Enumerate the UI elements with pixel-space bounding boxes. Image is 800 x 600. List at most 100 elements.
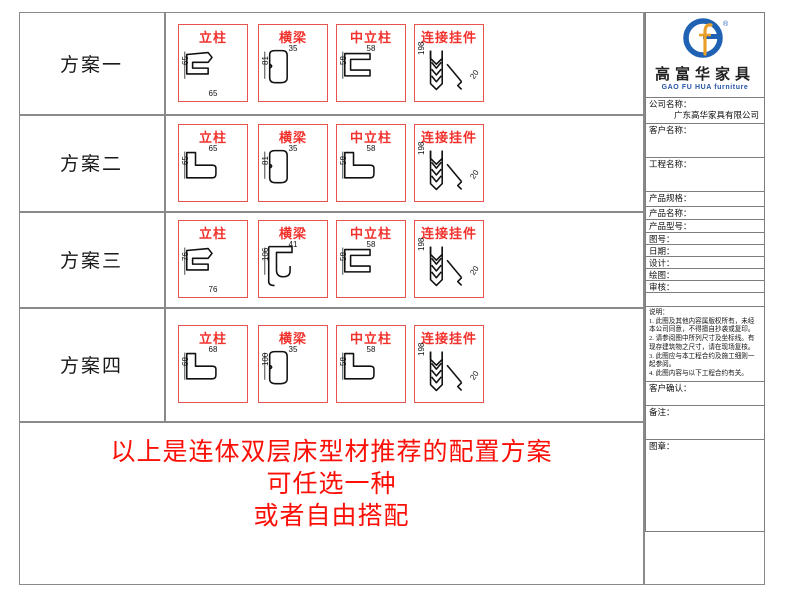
customer-confirm-cell[interactable]: 客户确认： bbox=[645, 381, 765, 406]
profile-dim-vertical: 81 bbox=[261, 56, 270, 65]
notice-block: 以上是连体双层床型材推荐的配置方案 可任选一种 或者自由搭配 bbox=[19, 437, 644, 533]
profile-dim-horizontal: 35 bbox=[288, 44, 298, 53]
profile-dim-horizontal: 65 bbox=[208, 89, 218, 98]
profile-dim-vertical: 198 bbox=[417, 237, 426, 251]
profile-drawing bbox=[184, 151, 217, 179]
profile-drawing bbox=[264, 49, 288, 84]
profile-dim-vertical: 65 bbox=[181, 156, 190, 165]
profile-dim-vertical: 198 bbox=[417, 342, 426, 356]
profile-dim-horizontal: 76 bbox=[208, 285, 218, 294]
notes-cell: 说明： 1. 此图及其他内容属版权所有，未经本公司同意，不得擅自抄袭或复印。 2… bbox=[645, 307, 765, 382]
profile-title: 中立柱 bbox=[349, 226, 392, 241]
profile-cell[interactable]: 横梁 81 35 bbox=[258, 24, 328, 102]
profile-drawing bbox=[429, 246, 463, 287]
title-block-row[interactable]: 审核： bbox=[645, 281, 765, 293]
profile-dim-horizontal: 58 bbox=[366, 345, 376, 354]
profile-cell[interactable]: 连接挂件 198 20 bbox=[414, 325, 484, 403]
profile-title: 立柱 bbox=[198, 30, 227, 45]
title-block-row[interactable]: 工程名称： bbox=[645, 158, 765, 192]
profile-drawing bbox=[429, 50, 463, 91]
profile-dim-vertical: 58 bbox=[339, 357, 348, 366]
profile-cell[interactable]: 中立柱 58 58 bbox=[336, 325, 406, 403]
profile-dim-vertical: 198 bbox=[417, 41, 426, 55]
title-block-row[interactable]: 日期： bbox=[645, 245, 765, 257]
title-block-row[interactable]: 产品规格： bbox=[645, 192, 765, 207]
profile-cell[interactable]: 横梁 106 41 bbox=[258, 220, 328, 298]
profile-dim-vertical: 58 bbox=[339, 156, 348, 165]
logo-chinese-name: 高富华家具 bbox=[654, 67, 755, 83]
profile-drawing bbox=[342, 247, 371, 275]
profile-drawing bbox=[184, 352, 217, 380]
scheme-label-3: 方案三 bbox=[59, 250, 123, 272]
profile-cell[interactable]: 连接挂件 198 20 bbox=[414, 124, 484, 202]
profile-cell[interactable]: 横梁 100 35 bbox=[258, 325, 328, 403]
profile-title: 连接挂件 bbox=[420, 226, 477, 241]
title-block-row[interactable]: 客户名称： bbox=[645, 124, 765, 158]
title-block-label: 产品型号： bbox=[649, 221, 692, 231]
profile-dim-vertical: 198 bbox=[417, 141, 426, 155]
profile-title: 中立柱 bbox=[349, 30, 392, 45]
profile-title: 立柱 bbox=[198, 130, 227, 145]
profile-dim-vertical: 65 bbox=[181, 56, 190, 65]
profile-dim-vertical: 58 bbox=[339, 56, 348, 65]
profile-title: 横梁 bbox=[278, 226, 307, 241]
profile-cell[interactable]: 立柱 65 65 bbox=[178, 24, 248, 102]
row-divider-3 bbox=[19, 307, 645, 309]
seal-cell[interactable]: 图章： bbox=[645, 439, 765, 532]
title-block-label: 日期： bbox=[649, 246, 675, 256]
title-block-label: 绘图： bbox=[649, 270, 675, 280]
title-block: ® 高富华家具 GAO FU HUA furniture 公司名称： 广东高华家具… bbox=[645, 12, 765, 532]
title-block-label: 审核： bbox=[649, 282, 675, 292]
profile-drawing bbox=[184, 51, 213, 79]
title-block-row[interactable]: 公司名称： 广东高华家具有限公司 bbox=[645, 98, 765, 124]
profile-dim-horizontal: 65 bbox=[208, 144, 218, 153]
profile-cell[interactable]: 立柱 68 68 bbox=[178, 325, 248, 403]
profile-drawing bbox=[264, 149, 288, 184]
customer-confirm-label: 客户确认： bbox=[649, 382, 692, 393]
gaofuhua-logo-icon: ® bbox=[683, 18, 729, 58]
profile-cell[interactable]: 横梁 81 35 bbox=[258, 124, 328, 202]
profile-dim-vertical: 58 bbox=[339, 252, 348, 261]
profile-cell[interactable]: 中立柱 58 58 bbox=[336, 124, 406, 202]
profile-cell[interactable]: 连接挂件 198 20 bbox=[414, 220, 484, 298]
profile-dim-horizontal: 58 bbox=[366, 44, 376, 53]
title-block-row[interactable]: 设计： bbox=[645, 257, 765, 269]
profile-cell[interactable]: 中立柱 58 58 bbox=[336, 220, 406, 298]
title-block-label: 图号： bbox=[649, 234, 675, 244]
title-block-row[interactable] bbox=[645, 293, 765, 307]
notice-line-2: 可任选一种 bbox=[266, 471, 397, 498]
title-block-label: 产品名称： bbox=[649, 208, 692, 218]
profile-cell[interactable]: 立柱 76 76 bbox=[178, 220, 248, 298]
profile-cell[interactable]: 中立柱 58 58 bbox=[336, 24, 406, 102]
profile-dim-vertical: 76 bbox=[181, 252, 190, 261]
profile-title: 中立柱 bbox=[349, 130, 392, 145]
note-item: 4. 此图内容与以下工程合约有关。 bbox=[649, 369, 748, 377]
note-item: 1. 此图及其他内容属版权所有，未经本公司同意，不得擅自抄袭或复印。 bbox=[649, 317, 755, 334]
profile-drawing bbox=[429, 351, 463, 392]
profile-cell[interactable]: 立柱 65 65 bbox=[178, 124, 248, 202]
title-block-row[interactable]: 产品型号： bbox=[645, 220, 765, 233]
profile-cell[interactable]: 连接挂件 198 20 bbox=[414, 24, 484, 102]
profile-title: 横梁 bbox=[278, 331, 307, 346]
title-block-row[interactable]: 产品名称： bbox=[645, 207, 765, 220]
profile-dim-vertical: 81 bbox=[261, 156, 270, 165]
notes-heading: 说明： bbox=[649, 309, 669, 316]
title-block-label: 公司名称： bbox=[649, 99, 692, 109]
profile-title: 连接挂件 bbox=[420, 30, 477, 45]
notice-line-3: 或者自由搭配 bbox=[253, 503, 410, 530]
sheet-titleblock-divider bbox=[643, 12, 645, 585]
profile-dim-vertical: 100 bbox=[261, 352, 270, 366]
company-logo: ® 高富华家具 GAO FU HUA furniture bbox=[645, 12, 765, 98]
row-divider-2 bbox=[19, 211, 645, 213]
title-block-row[interactable]: 图号： bbox=[645, 233, 765, 245]
scheme-label-1: 方案一 bbox=[59, 54, 123, 76]
note-item: 3. 此图应与本工程合约及施工细则一起参阅。 bbox=[649, 352, 755, 369]
profile-title: 连接挂件 bbox=[420, 130, 477, 145]
profile-title: 连接挂件 bbox=[420, 331, 477, 346]
profile-dim-vertical: 68 bbox=[181, 357, 190, 366]
title-block-rows: 公司名称： 广东高华家具有限公司 客户名称： 工程名称： 产品规格： 产品名称： 产品型号：… bbox=[645, 98, 765, 307]
title-block-row[interactable]: 绘图： bbox=[645, 269, 765, 281]
remark-cell[interactable]: 备注： bbox=[645, 405, 765, 440]
profile-dim-horizontal: 41 bbox=[288, 240, 298, 249]
row-divider-1 bbox=[19, 114, 645, 116]
